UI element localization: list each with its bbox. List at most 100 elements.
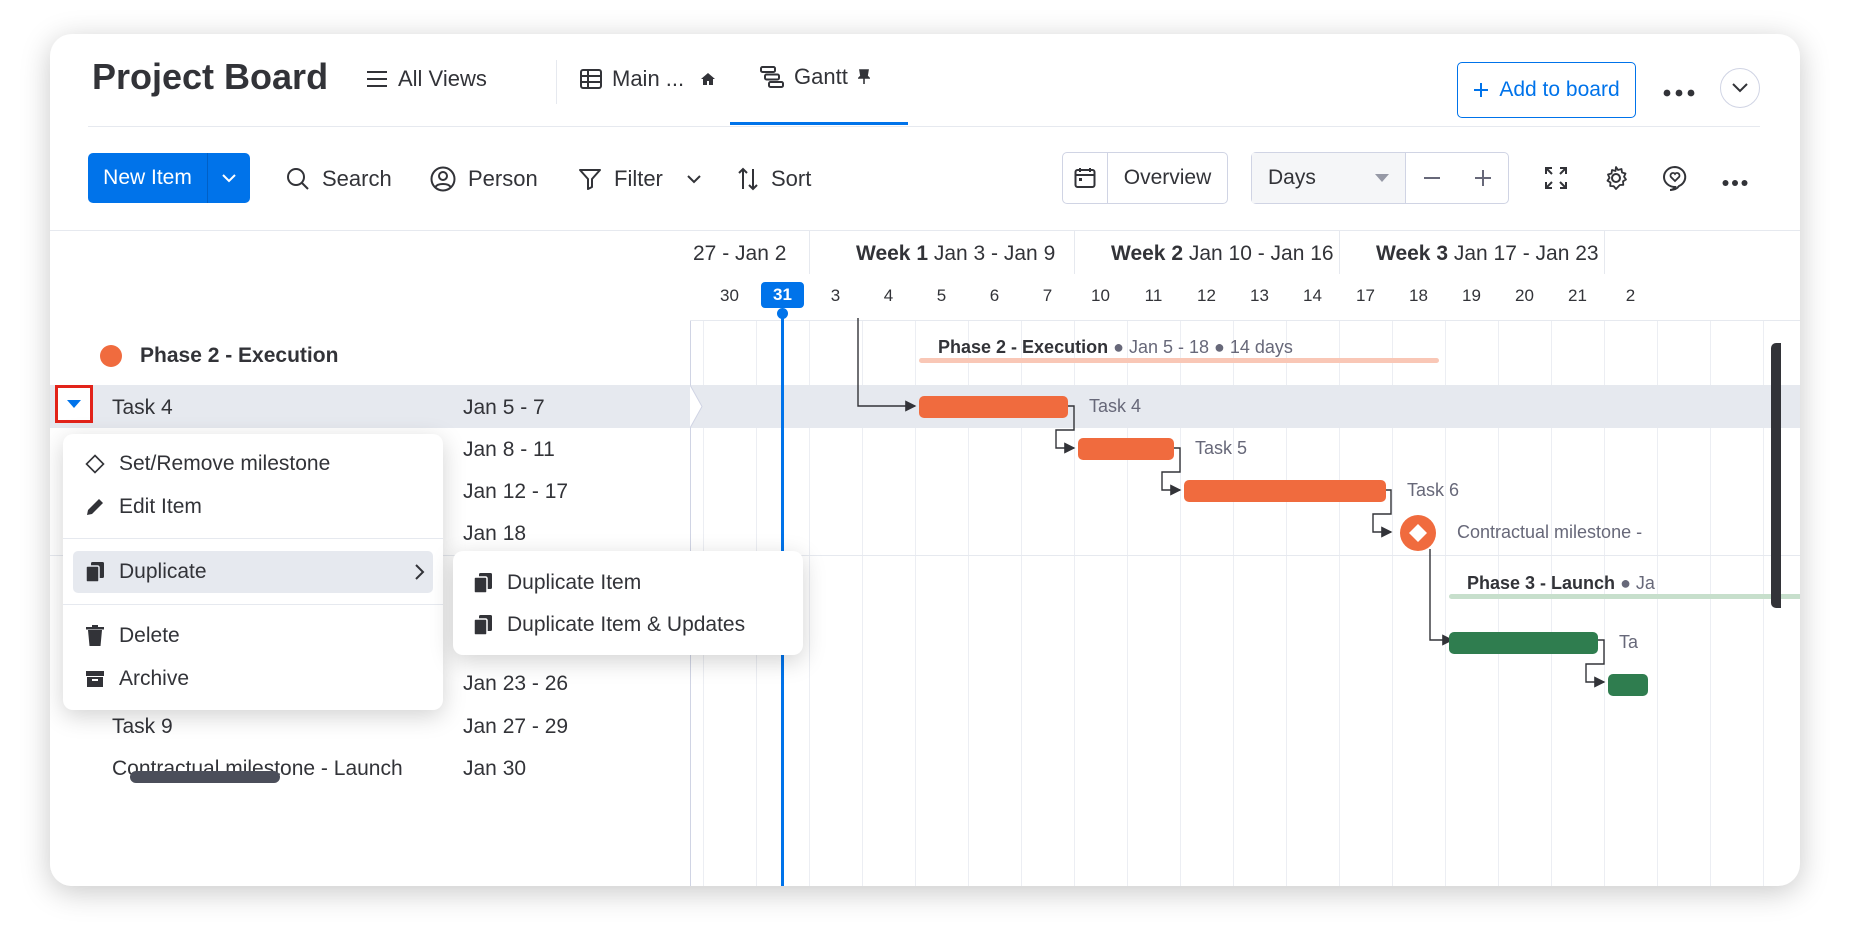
item-dates[interactable]: Jan 8 - 11 [463,438,555,461]
group-divider [690,555,1800,556]
grid-line [915,231,916,886]
tab-gantt[interactable]: Gantt [760,64,870,90]
item-name[interactable]: Task 9 [112,715,173,738]
person-filter-button[interactable]: Person [430,166,538,192]
menu-item-delete[interactable]: Delete [85,624,180,648]
new-item-button[interactable]: New Item [88,153,250,203]
minus-icon[interactable] [1423,169,1441,187]
gantt-more-icon[interactable] [1722,174,1748,192]
menu-item-set-milestone[interactable]: Set/Remove milestone [85,452,330,476]
sort-button[interactable]: Sort [737,166,811,192]
dependency-connectors [857,318,1606,688]
phase2-summary-bar[interactable] [919,358,1439,363]
app-window: Project Board All Views Main ... Gantt A… [50,34,1800,886]
milestone-marker[interactable] [1400,515,1436,551]
plus-icon[interactable] [1474,169,1492,187]
item-dates[interactable]: Jan 30 [463,757,527,780]
duplicate-icon [473,572,493,594]
header-divider-line [88,126,1760,127]
today-day-badge: 31 [761,282,804,308]
board-more-icon[interactable] [1663,84,1695,102]
week-divider [809,231,810,274]
submenu-item-duplicate[interactable]: Duplicate Item [473,571,641,595]
phase3-summary-bar[interactable] [1449,594,1800,599]
timeline-scroll-edge[interactable] [1771,343,1781,608]
search-button[interactable]: Search [286,166,392,192]
menu-divider [63,604,443,605]
item-dates[interactable]: Jan 18 [463,522,527,545]
item-dates[interactable]: Jan 27 - 29 [463,715,569,738]
gantt-chart: 27 - Jan 2 Week 1 Jan 3 - Jan 9 Week 2 J… [689,231,1800,886]
all-views-label: All Views [398,66,487,91]
task4-bar[interactable] [919,396,1068,418]
task6-bar-label: Task 6 [1407,480,1460,500]
group-title[interactable]: Phase 2 - Execution [140,344,339,367]
submenu-item-duplicate-updates[interactable]: Duplicate Item & Updates [473,613,745,637]
item-dates[interactable]: Jan 12 - 17 [463,480,569,503]
item-name[interactable]: Task 4 [112,396,173,419]
diamond-outline-icon [85,454,105,474]
day-cell: 14 [1303,286,1322,305]
add-to-board-button[interactable]: Add to board [1457,62,1636,118]
selected-item-row[interactable] [50,385,690,428]
task5-bar[interactable] [1078,438,1174,460]
grid-line [1286,231,1287,886]
task5-bar-label: Task 5 [1195,438,1248,458]
week-header: 27 - Jan 2 Week 1 Jan 3 - Jan 9 Week 2 J… [690,231,1800,275]
task8-bar[interactable] [1608,674,1648,696]
duplicate-icon [473,614,493,636]
row-arrow-indicator [689,384,704,433]
task4-bar-label: Task 4 [1089,396,1142,416]
fullscreen-icon[interactable] [1544,166,1568,195]
week-range-text: Jan 17 - Jan 23 [1453,242,1599,265]
day-cell: 12 [1197,286,1216,305]
grid-line [1551,231,1552,886]
item-dates[interactable]: Jan 5 - 7 [463,396,545,419]
item-menu-toggle[interactable] [55,385,93,423]
scale-select-value: Days [1268,166,1316,189]
grid-line [1657,231,1658,886]
day-cell: 6 [989,286,1000,305]
toolbar-divider [50,230,1800,231]
menu-item-duplicate[interactable] [73,551,433,593]
menu-item-archive[interactable]: Archive [85,667,189,691]
chevron-down-icon[interactable] [687,174,701,184]
header-divider [556,60,557,104]
new-item-dropdown[interactable] [207,153,250,203]
new-item-label[interactable]: New Item [103,166,192,189]
today-line-dot [777,308,788,319]
collapse-header-button[interactable] [1720,68,1760,108]
sort-label: Sort [771,166,812,191]
menu-item-edit[interactable]: Edit Item [85,495,202,519]
phase2-summary-info: ● Jan 5 - 18 ● 14 days [1113,337,1293,357]
settings-gear-icon[interactable] [1603,165,1629,196]
menu-item-label: Delete [119,624,180,647]
board-title[interactable]: Project Board [92,56,329,97]
menu-item-duplicate-content[interactable]: Duplicate [85,560,207,584]
menu-item-label: Duplicate [119,560,207,583]
item-dates[interactable]: Jan 23 - 26 [463,672,569,695]
menu-item-label: Archive [119,667,190,690]
menu-divider [63,538,443,539]
task6-bar[interactable] [1184,480,1386,502]
chevron-down-icon [1732,83,1748,93]
gantt-icon [760,66,784,88]
group-color-dot[interactable] [100,345,122,367]
all-views-button[interactable]: All Views [366,66,487,92]
scale-select[interactable]: Days [1252,153,1406,203]
grid-line [1763,231,1764,886]
grid-line [1127,231,1128,886]
horizontal-scrollbar[interactable] [130,771,280,783]
task7-bar[interactable] [1449,632,1598,654]
filter-button[interactable]: Filter [578,166,701,192]
feedback-chat-icon[interactable] [1662,165,1688,196]
tab-main-table[interactable]: Main ... [580,66,716,92]
zoom-controls: Days [1251,152,1509,204]
grid-line [1339,231,1340,886]
active-tab-indicator [730,122,908,125]
milestone-bar-label: Contractual milestone - [1457,522,1643,542]
phase3-summary-name: Phase 3 - Launch [1467,573,1616,593]
search-icon [286,167,310,191]
overview-button[interactable]: Overview [1062,152,1228,204]
filter-icon [578,167,602,191]
